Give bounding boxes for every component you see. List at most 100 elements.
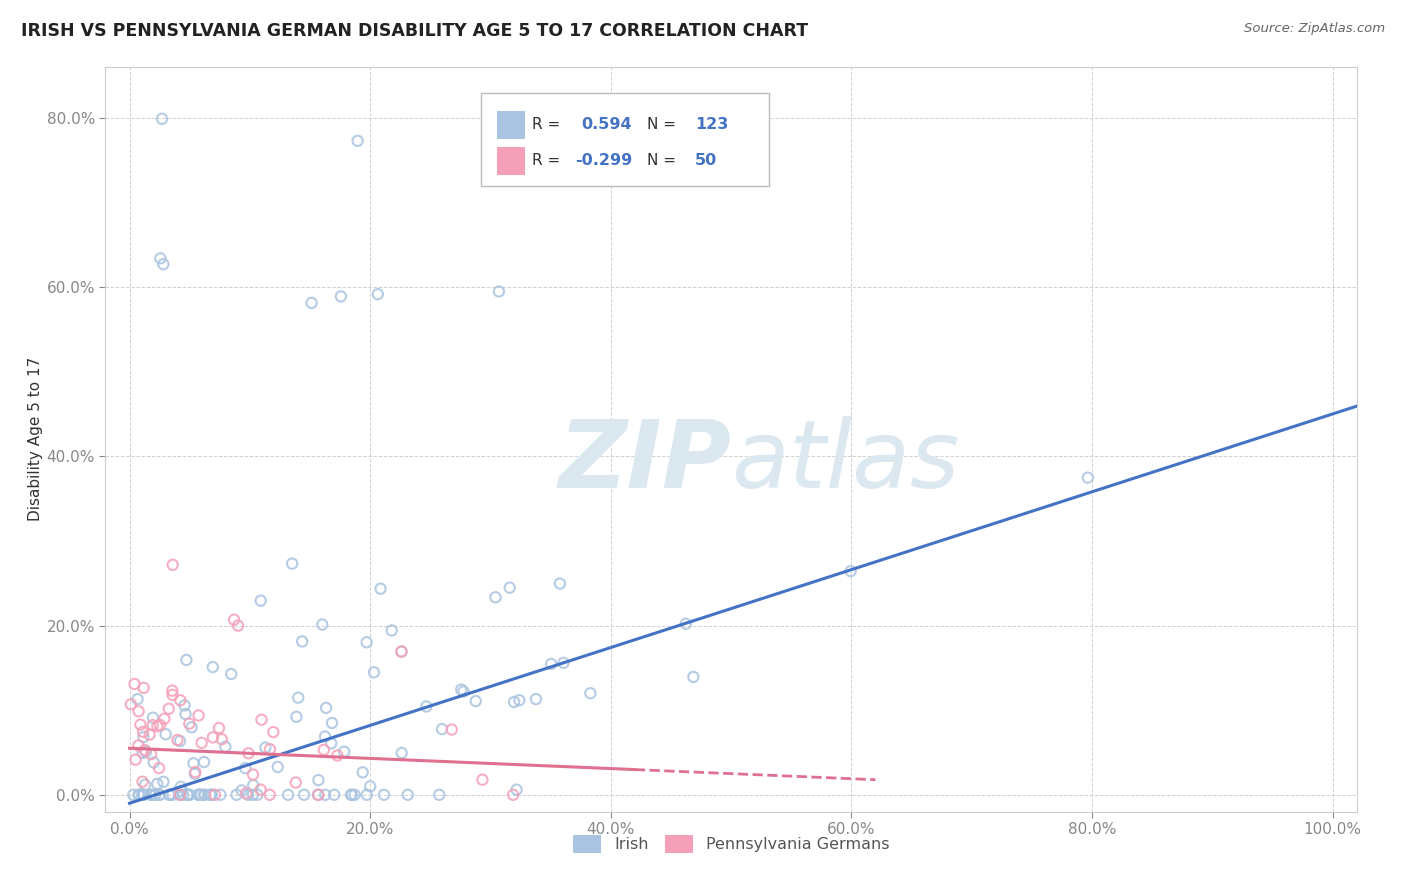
- Text: Source: ZipAtlas.com: Source: ZipAtlas.com: [1244, 22, 1385, 36]
- Point: [132, 730, 155, 744]
- Point: [162, 788, 184, 802]
- Point: [505, 782, 527, 797]
- Point: [249, 593, 271, 607]
- Point: [152, 774, 174, 789]
- Point: [343, 788, 366, 802]
- Point: [301, 296, 323, 310]
- Point: [208, 721, 231, 735]
- Point: [170, 780, 193, 794]
- Point: [236, 788, 259, 802]
- Point: [179, 788, 201, 802]
- Point: [249, 782, 271, 797]
- Point: [172, 788, 194, 802]
- Text: N =: N =: [647, 153, 676, 169]
- Point: [179, 716, 201, 731]
- Point: [174, 707, 197, 722]
- Point: [287, 690, 309, 705]
- Point: [187, 708, 209, 723]
- Point: [201, 660, 224, 674]
- Point: [311, 617, 333, 632]
- Point: [170, 784, 193, 798]
- Point: [131, 746, 153, 760]
- Legend: Irish, Pennsylvania Germans: Irish, Pennsylvania Germans: [567, 829, 896, 860]
- Point: [242, 778, 264, 792]
- Point: [373, 788, 395, 802]
- Point: [225, 788, 247, 802]
- Point: [363, 665, 385, 680]
- Point: [131, 788, 153, 802]
- Point: [162, 688, 184, 702]
- FancyBboxPatch shape: [481, 93, 769, 186]
- Point: [381, 624, 404, 638]
- Point: [176, 653, 198, 667]
- Point: [200, 788, 222, 802]
- Point: [143, 788, 166, 802]
- Point: [162, 558, 184, 572]
- Point: [162, 683, 184, 698]
- Point: [579, 686, 602, 700]
- Point: [135, 745, 157, 759]
- Point: [389, 644, 412, 658]
- Point: [169, 788, 191, 802]
- Point: [183, 756, 205, 771]
- Point: [356, 635, 378, 649]
- Point: [127, 692, 149, 706]
- Point: [340, 788, 363, 802]
- FancyBboxPatch shape: [498, 147, 524, 175]
- Point: [508, 693, 530, 707]
- Point: [200, 788, 222, 802]
- Point: [326, 748, 349, 763]
- Point: [128, 788, 150, 802]
- Point: [188, 788, 211, 802]
- Point: [307, 788, 329, 802]
- Point: [499, 581, 522, 595]
- Point: [503, 695, 526, 709]
- Point: [142, 711, 165, 725]
- Point: [307, 788, 329, 802]
- Point: [259, 788, 281, 802]
- Point: [321, 716, 343, 731]
- Point: [312, 743, 335, 757]
- Point: [524, 692, 547, 706]
- Point: [307, 773, 329, 788]
- Point: [149, 718, 172, 732]
- Point: [190, 788, 212, 802]
- Point: [488, 285, 510, 299]
- Point: [132, 681, 155, 695]
- Point: [367, 287, 389, 301]
- Point: [356, 788, 378, 802]
- Point: [315, 701, 337, 715]
- Point: [396, 788, 419, 802]
- Point: [284, 775, 307, 789]
- Point: [391, 644, 413, 658]
- Point: [159, 788, 181, 802]
- Point: [259, 742, 281, 756]
- Point: [169, 788, 191, 802]
- Point: [128, 788, 150, 802]
- Point: [209, 788, 232, 802]
- Point: [157, 702, 180, 716]
- Point: [214, 739, 236, 754]
- Point: [201, 731, 224, 745]
- Point: [292, 788, 315, 802]
- Point: [329, 289, 352, 303]
- Point: [291, 634, 314, 648]
- Point: [548, 576, 571, 591]
- Point: [169, 734, 191, 748]
- Point: [200, 788, 222, 802]
- Point: [321, 736, 343, 750]
- Point: [139, 788, 162, 802]
- Point: [427, 788, 450, 802]
- Point: [359, 780, 381, 794]
- Point: [281, 557, 304, 571]
- Point: [176, 788, 198, 802]
- Point: [155, 727, 177, 741]
- Point: [352, 765, 374, 780]
- Point: [242, 788, 264, 802]
- Point: [333, 745, 356, 759]
- Point: [146, 719, 169, 733]
- Point: [682, 670, 704, 684]
- Point: [453, 684, 475, 698]
- Point: [246, 788, 269, 802]
- Point: [193, 755, 215, 769]
